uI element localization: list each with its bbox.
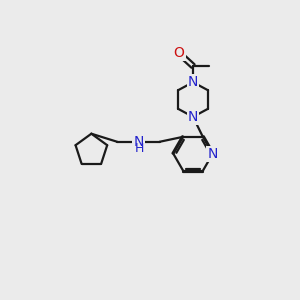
Text: N: N <box>134 135 144 149</box>
Text: N: N <box>208 147 218 161</box>
Text: N: N <box>188 75 198 89</box>
Text: O: O <box>174 46 184 60</box>
Text: H: H <box>135 142 144 154</box>
Text: N: N <box>188 110 198 124</box>
